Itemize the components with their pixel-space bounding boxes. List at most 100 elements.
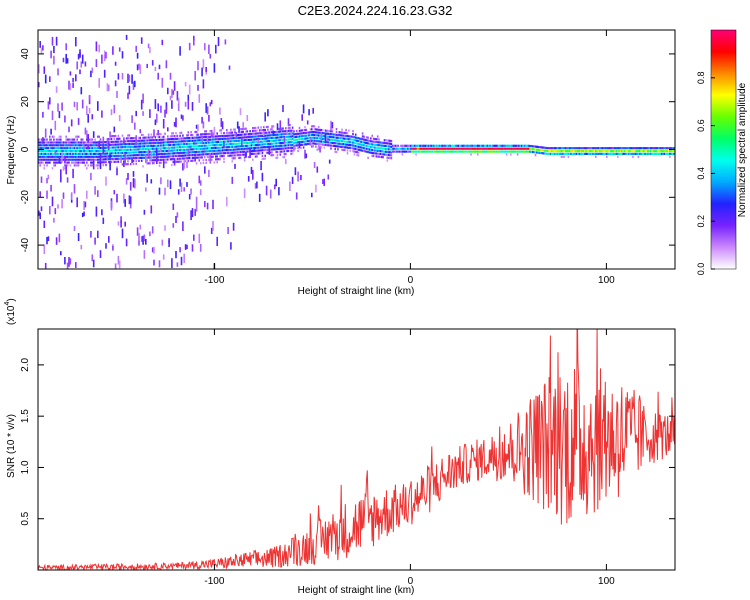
spectrogram-cell xyxy=(209,147,212,150)
spectrogram-cell xyxy=(356,145,358,148)
spectrogram-cell xyxy=(265,140,268,143)
spectrogram-cell xyxy=(278,187,280,196)
spectrogram-cell xyxy=(636,152,638,155)
spectrogram-cell xyxy=(226,149,228,152)
spectrogram-cell xyxy=(86,138,88,141)
spectrogram-cell xyxy=(261,143,264,146)
spectrogram-cell xyxy=(117,143,120,146)
spectrogram-cell xyxy=(375,149,378,152)
spectrogram-cell xyxy=(98,149,100,153)
spectrogram-cell xyxy=(468,144,471,147)
spectrogram-cell xyxy=(134,122,136,130)
spectrogram-cell xyxy=(346,143,349,146)
spectrogram-cell xyxy=(231,137,234,140)
spectrogram-cell xyxy=(58,233,61,243)
spectrogram-cell xyxy=(331,122,334,129)
spectrogram-cell xyxy=(571,152,574,155)
spectrogram-cell xyxy=(131,145,133,148)
spectrogram-cell xyxy=(341,131,343,134)
spectrogram-cell xyxy=(140,133,143,136)
spectrogram-cell xyxy=(128,151,131,154)
spectrogram-cell xyxy=(490,144,493,147)
spectrogram-cell xyxy=(636,147,638,150)
spectrogram-cell xyxy=(264,137,266,140)
spectrogram-cell xyxy=(365,150,368,153)
spectrogram-cell xyxy=(162,141,165,144)
spectrogram-cell xyxy=(146,153,148,156)
spectrogram-cell xyxy=(61,147,63,150)
spectrogram-cell xyxy=(79,155,81,158)
spectrogram-cell xyxy=(113,152,116,155)
spectrogram-cell xyxy=(630,152,633,155)
spectrogram-cell xyxy=(285,147,287,150)
spectrogram-cell xyxy=(223,132,225,135)
spectrogram-cell xyxy=(219,149,221,152)
spectrogram-cell xyxy=(86,161,88,164)
spectrogram-cell xyxy=(209,144,212,147)
spectrogram-cell xyxy=(68,257,70,267)
spectrogram-cell xyxy=(193,159,195,162)
spectrogram-cell xyxy=(305,128,308,131)
spectrogram-cell xyxy=(238,142,240,145)
spectrogram-cell xyxy=(221,149,224,152)
spectrogram-cell xyxy=(177,146,180,149)
spectrogram-cell xyxy=(231,145,234,148)
spectrogram-cell xyxy=(38,155,40,158)
spectrogram-cell xyxy=(121,143,124,146)
spectrogram-cell xyxy=(603,150,605,153)
spectrogram-cell xyxy=(245,152,247,158)
spectrogram-cell xyxy=(190,142,192,145)
spectrogram-cell xyxy=(387,151,390,154)
spectrogram-cell xyxy=(81,158,84,161)
spectrogram-cell xyxy=(276,147,279,151)
spectrogram-cell xyxy=(490,150,493,153)
spectrogram-cell xyxy=(187,131,190,134)
spectrogram-cell xyxy=(51,167,54,170)
spectrogram-cell xyxy=(359,146,361,149)
spectrogram-cell xyxy=(492,150,494,153)
spectrogram-cell xyxy=(206,153,209,156)
spectrogram-cell xyxy=(230,137,232,140)
spectrogram-cell xyxy=(69,158,72,161)
spectrogram-cell xyxy=(334,145,336,148)
spectrogram-cell xyxy=(147,142,150,145)
spectrogram-cell xyxy=(176,262,179,267)
spectrogram-cell xyxy=(116,157,118,160)
spectrogram-cell xyxy=(534,151,537,154)
spectrogram-cell xyxy=(354,139,357,142)
spectrogram-cell xyxy=(387,156,390,159)
spectrogram-cell xyxy=(215,141,217,144)
spectrogram-cell xyxy=(127,163,129,166)
spectrogram-cell xyxy=(76,138,78,141)
spectrogram-cell xyxy=(363,149,365,153)
x-tick-label: 0 xyxy=(408,275,414,286)
spectrogram-cell xyxy=(381,150,383,153)
spectrogram-cell xyxy=(69,144,72,147)
spectrogram-cell xyxy=(349,144,351,147)
spectrogram-cell xyxy=(172,90,175,95)
spectrogram-cell xyxy=(516,150,519,153)
spectrogram-cell xyxy=(91,114,94,120)
spectrogram-cell xyxy=(341,134,343,137)
spectrogram-cell xyxy=(182,137,184,140)
spectrogram-cell xyxy=(164,155,166,158)
spectrogram-cell xyxy=(180,182,183,192)
spectrogram-cell xyxy=(157,147,159,150)
spectrogram-cell xyxy=(162,144,165,147)
spectrogram-cell xyxy=(139,145,142,148)
spectrogram-cell xyxy=(204,156,206,159)
spectrogram-cell xyxy=(73,152,76,155)
spectrogram-cell xyxy=(632,155,634,158)
spectrogram-cell xyxy=(199,156,202,159)
spectrogram-cell xyxy=(302,140,305,143)
spectrogram-cell xyxy=(467,147,469,150)
spectrogram-cell xyxy=(360,146,362,149)
spectrogram-cell xyxy=(101,146,103,150)
spectrogram-cell xyxy=(607,152,609,155)
spectrogram-cell xyxy=(411,144,413,147)
spectrogram-cell xyxy=(171,152,173,155)
spectrogram-cell xyxy=(335,145,338,148)
spectrogram-cell xyxy=(164,138,166,141)
spectrogram-cell xyxy=(88,108,91,114)
spectrogram-cell xyxy=(187,100,190,110)
